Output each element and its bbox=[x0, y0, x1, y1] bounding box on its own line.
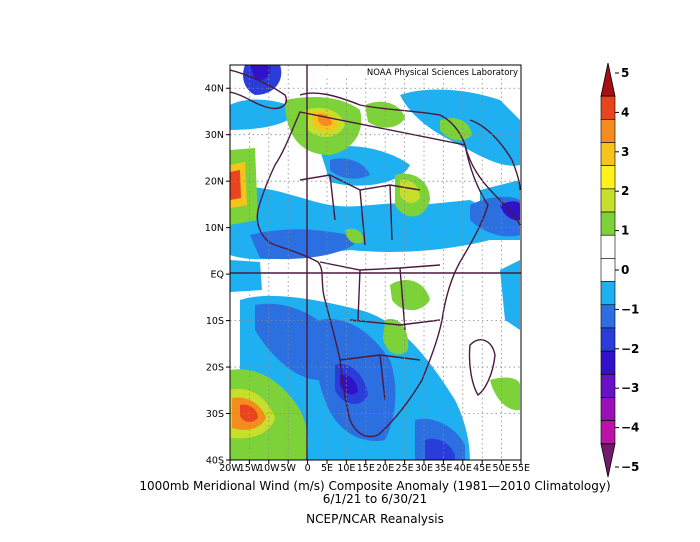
negative-peak-nw bbox=[250, 65, 271, 81]
colorbar-swatch bbox=[600, 188, 616, 213]
colorbar-label: 3 bbox=[621, 145, 629, 159]
colorbar-label: −4 bbox=[621, 421, 639, 435]
colorbar-label: 1 bbox=[621, 224, 629, 238]
caption-date-range: 6/1/21 to 6/30/21 bbox=[322, 492, 428, 506]
colorbar-swatch bbox=[600, 304, 616, 329]
colorbar: 5 4 3 2 1 0 −1 −2 −3 −4 −5 bbox=[600, 62, 639, 478]
credit-text: NOAA Physical Sciences Laboratory bbox=[367, 68, 518, 78]
map-panel: NOAA Physical Sciences Laboratory 40N 30N… bbox=[205, 64, 530, 474]
colorbar-swatch bbox=[600, 142, 616, 167]
colorbar-label: −1 bbox=[621, 302, 639, 316]
lon-tick-label: 40E bbox=[454, 463, 472, 474]
lon-tick-label: 0 bbox=[305, 463, 311, 474]
colorbar-swatch bbox=[600, 119, 616, 143]
lat-tick-label: 30S bbox=[206, 409, 224, 420]
negative-core-sw bbox=[255, 303, 336, 380]
lon-tick-label: 10W bbox=[258, 463, 280, 474]
lon-tick-label: 50E bbox=[493, 463, 511, 474]
lat-tick-label: 30N bbox=[205, 130, 224, 141]
negative-core-sahara bbox=[330, 158, 370, 179]
lon-tick-label: 55E bbox=[512, 463, 530, 474]
positive-patch-congo bbox=[390, 280, 430, 311]
latitude-axis: 40N 30N 20N 10N EQ 10S 20S 30S 40S bbox=[205, 84, 230, 467]
colorbar-label: 0 bbox=[621, 263, 629, 277]
colorbar-top-triangle bbox=[600, 62, 616, 97]
lat-tick-label: 10S bbox=[206, 316, 224, 327]
lat-tick-label: 40S bbox=[206, 456, 224, 467]
caption-title: 1000mb Meridional Wind (m/s) Composite A… bbox=[139, 479, 611, 493]
credit-box bbox=[308, 66, 520, 78]
coastlines bbox=[230, 69, 521, 438]
colorbar-bottom-triangle bbox=[600, 443, 616, 478]
positive-peak-west-coast bbox=[230, 170, 241, 200]
negative-patch-atlantic bbox=[230, 260, 262, 292]
lon-tick-label: 45E bbox=[473, 463, 491, 474]
colorbar-swatch bbox=[600, 234, 616, 259]
colorbar-swatch bbox=[600, 373, 616, 398]
negative-center-south bbox=[425, 438, 455, 460]
negative-patch-indian bbox=[500, 260, 520, 330]
lon-tick-label: 5E bbox=[321, 463, 333, 474]
africa-outline bbox=[256, 92, 521, 438]
lon-tick-label: 5W bbox=[280, 463, 296, 474]
colorbar-swatch bbox=[600, 95, 616, 120]
colorbar-label: −2 bbox=[621, 342, 639, 356]
positive-patch-madagascar bbox=[490, 377, 520, 411]
lon-tick-label: 10E bbox=[337, 463, 355, 474]
colorbar-swatch bbox=[600, 397, 616, 421]
lon-tick-label: 15W bbox=[239, 463, 261, 474]
colorbar-label: 5 bbox=[621, 66, 629, 80]
iberia-outline bbox=[230, 69, 287, 110]
colorbar-label: −3 bbox=[621, 381, 639, 395]
negative-core-sahel bbox=[250, 229, 360, 260]
colorbar-swatch bbox=[600, 165, 616, 190]
lat-tick-label: 10N bbox=[205, 223, 224, 234]
positive-patch-zambia bbox=[383, 319, 409, 355]
madagascar-outline bbox=[468, 339, 496, 397]
lon-tick-label: 20W bbox=[219, 463, 241, 474]
map-frame bbox=[229, 64, 522, 461]
lat-tick-label: 40N bbox=[205, 84, 224, 95]
lon-tick-label: 20E bbox=[376, 463, 394, 474]
grid bbox=[230, 65, 521, 460]
colorbar-swatch bbox=[600, 258, 616, 282]
lat-tick-label: 20N bbox=[205, 177, 224, 188]
colorbar-label: 4 bbox=[621, 105, 629, 119]
colorbar-swatch bbox=[600, 211, 616, 236]
lon-tick-label: 30E bbox=[415, 463, 433, 474]
lat-tick-label: 20S bbox=[206, 363, 224, 374]
country-borders bbox=[299, 174, 441, 401]
lon-tick-label: 35E bbox=[434, 463, 452, 474]
positive-patch-nigeria bbox=[345, 228, 364, 244]
anomaly-field bbox=[230, 65, 521, 460]
colorbar-swatch bbox=[600, 350, 616, 375]
arabia-outline bbox=[469, 119, 521, 191]
lat-tick-label: EQ bbox=[211, 270, 224, 281]
positive-core-chad bbox=[400, 179, 420, 204]
colorbar-label: 2 bbox=[621, 184, 629, 198]
colorbar-swatch bbox=[600, 420, 616, 445]
caption-source: NCEP/NCAR Reanalysis bbox=[306, 512, 444, 526]
lon-tick-label: 15E bbox=[357, 463, 375, 474]
colorbar-label: −5 bbox=[621, 460, 639, 474]
colorbar-swatch bbox=[600, 281, 616, 306]
colorbar-swatch bbox=[600, 327, 616, 352]
lon-tick-label: 25E bbox=[396, 463, 414, 474]
